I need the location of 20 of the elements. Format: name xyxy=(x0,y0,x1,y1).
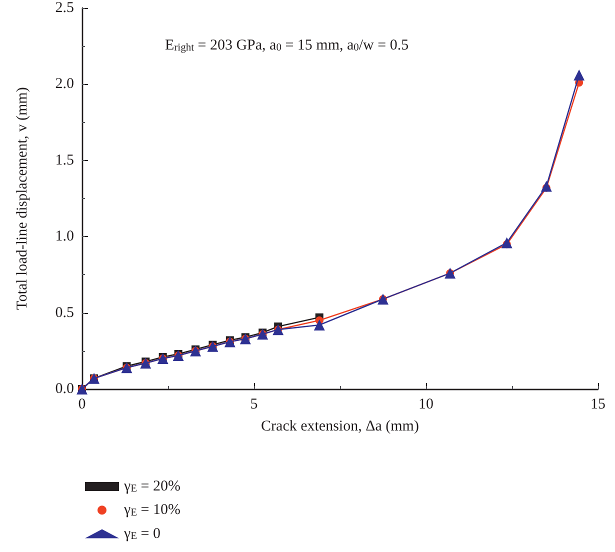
point xyxy=(540,180,552,192)
annotation: Eright = 203 GPa, a0 = 15 mm, a0/w = 0.5 xyxy=(165,38,409,54)
point xyxy=(314,319,325,330)
y-tick-label: 0.0 xyxy=(55,381,74,397)
x-tick-label: 0 xyxy=(78,396,86,412)
y-tick-label: 1.5 xyxy=(55,152,74,168)
y-tick-label: 0.5 xyxy=(55,304,74,321)
point xyxy=(501,237,512,248)
legend-label: γE = 0 xyxy=(123,526,161,542)
y-tick-label: 2.5 xyxy=(55,0,74,16)
x-tick-label: 5 xyxy=(250,396,258,412)
y-tick-label: 2.0 xyxy=(55,76,74,92)
x-axis-title: Crack extension, Δa (mm) xyxy=(261,418,419,434)
legend-label: γE = 10% xyxy=(123,502,181,518)
x-tick-label: 10 xyxy=(418,396,434,412)
y-tick-label: 1.0 xyxy=(55,228,74,245)
y-axis-title: Total load-line displacement, v (mm) xyxy=(14,87,30,310)
point xyxy=(574,70,585,81)
legend-label: γE = 20% xyxy=(123,478,181,495)
x-tick-label: 15 xyxy=(590,396,606,412)
